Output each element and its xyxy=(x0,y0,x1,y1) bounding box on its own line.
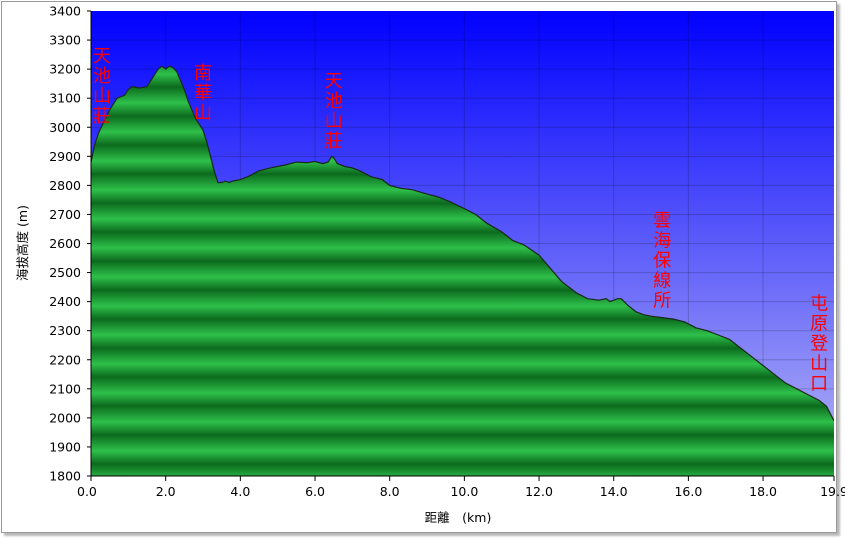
annotation-char: 南 xyxy=(194,63,212,84)
annotation-char: 海 xyxy=(653,231,671,252)
annotation-char: 口 xyxy=(810,373,828,394)
annotation-char: 原 xyxy=(810,313,828,334)
annotation-char: 莊 xyxy=(325,131,343,152)
y-tick-label: 2200 xyxy=(49,352,81,367)
y-tick-label: 2800 xyxy=(49,178,81,193)
x-tick-label: 0.0 xyxy=(77,484,97,499)
y-tick-label: 2000 xyxy=(49,410,81,425)
y-tick-label: 2300 xyxy=(49,323,81,338)
x-axis-title: 距離 (km) xyxy=(425,510,492,525)
y-tick-label: 3400 xyxy=(49,4,81,19)
y-tick-label: 2500 xyxy=(49,265,81,280)
annotation-char: 保 xyxy=(653,251,671,272)
y-tick-label: 3300 xyxy=(49,33,81,48)
x-tick-label: 19.9 xyxy=(820,484,845,499)
x-tick-label: 12.0 xyxy=(525,484,553,499)
annotation-char: 登 xyxy=(810,333,828,354)
annotation-char: 屯 xyxy=(810,293,828,314)
y-axis-title: 海拔高度 (m) xyxy=(15,205,30,281)
annotation-char: 山 xyxy=(93,86,111,107)
annotation-char: 池 xyxy=(93,66,111,87)
x-tick-label: 8.0 xyxy=(380,484,400,499)
x-tick-label: 4.0 xyxy=(230,484,250,499)
annotation-char: 華 xyxy=(194,83,212,104)
y-tick-label: 2900 xyxy=(49,149,81,164)
y-axis-ticks: 1800 1900 2000 2100 2200 2300 2400 2500 2600 2700… xyxy=(49,4,91,484)
x-tick-label: 14.0 xyxy=(600,484,628,499)
y-tick-label: 2700 xyxy=(49,207,81,222)
annotation-char: 山 xyxy=(810,353,828,374)
annotation-char: 池 xyxy=(325,91,343,112)
annotation-char: 所 xyxy=(653,291,671,312)
elevation-area xyxy=(91,66,834,476)
y-tick-label: 2600 xyxy=(49,236,81,251)
annotation-char: 線 xyxy=(653,271,671,292)
x-tick-label: 16.0 xyxy=(674,484,702,499)
y-tick-label: 3000 xyxy=(49,120,81,135)
annotation-char: 雲 xyxy=(653,211,671,232)
annotation-char: 莊 xyxy=(93,106,111,127)
annotation-label: 南華山 xyxy=(194,63,212,124)
x-tick-label: 2.0 xyxy=(156,484,176,499)
y-tick-label: 3200 xyxy=(49,62,81,77)
annotation-char: 山 xyxy=(325,111,343,132)
y-tick-label: 1900 xyxy=(49,439,81,454)
x-tick-label: 18.0 xyxy=(749,484,777,499)
y-tick-label: 1800 xyxy=(49,469,81,484)
y-tick-label: 2100 xyxy=(49,381,81,396)
x-tick-label: 6.0 xyxy=(305,484,325,499)
y-tick-label: 3100 xyxy=(49,91,81,106)
y-tick-label: 2400 xyxy=(49,294,81,309)
annotation-char: 天 xyxy=(93,46,111,67)
x-tick-label: 10.0 xyxy=(450,484,478,499)
x-axis-ticks: 0.0 2.0 4.0 6.0 8.0 10.0 12.0 14.0 16.0 18.0 19.9 xyxy=(77,476,845,499)
annotation-char: 天 xyxy=(325,71,343,92)
annotation-char: 山 xyxy=(194,103,212,124)
elevation-profile-line xyxy=(91,65,834,422)
